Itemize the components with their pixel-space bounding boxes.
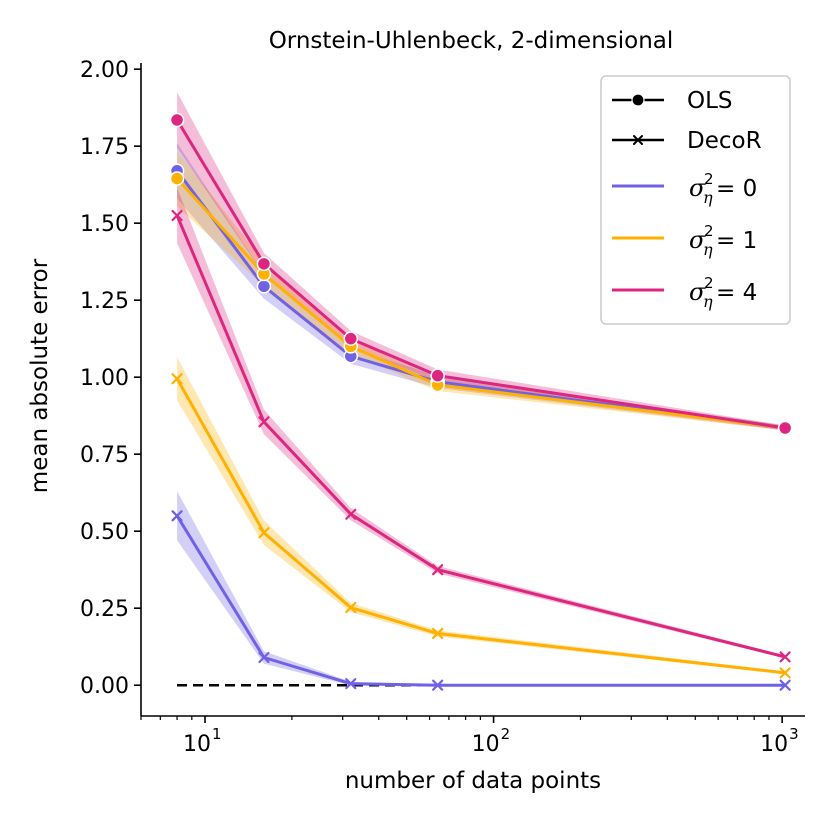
y-tick-label: 0.25 xyxy=(80,597,129,622)
point-series-4-2 xyxy=(345,601,357,614)
legend-sigma: σ xyxy=(689,174,706,202)
point-series-1-0 xyxy=(169,171,185,186)
point-series-2-1 xyxy=(256,256,272,272)
point-series-4-1 xyxy=(258,527,270,539)
point-series-3-3 xyxy=(432,679,444,691)
x-axis-title: number of data points xyxy=(345,768,601,794)
y-tick-label: 0.00 xyxy=(80,674,129,699)
series-markers xyxy=(169,112,793,691)
point-series-3-1 xyxy=(258,651,270,664)
legend-superscript: 2 xyxy=(704,170,714,188)
y-tick-label: 0.50 xyxy=(80,520,129,545)
x-tick-label: 10 3 xyxy=(760,725,799,757)
y-tick-label: 1.75 xyxy=(80,135,129,160)
point-series-2-3 xyxy=(430,368,445,383)
x-tick-label-exponent: 3 xyxy=(789,725,799,743)
point-series-2-2 xyxy=(343,331,359,346)
legend-item-3: σ2η = 1 xyxy=(612,222,757,259)
legend-label: DecoR xyxy=(687,128,762,154)
legend-value: = 1 xyxy=(716,228,757,254)
point-series-5-2 xyxy=(345,508,357,520)
point-series-3-0 xyxy=(171,510,183,522)
chart-title: Ornstein-Uhlenbeck, 2-dimensional xyxy=(269,28,674,54)
legend-value: = 4 xyxy=(716,280,757,306)
legend-subscript: η xyxy=(703,188,713,207)
y-axis-title: mean absolute error xyxy=(27,258,53,493)
legend-sigma: σ xyxy=(689,226,706,254)
legend-label: σ2η = 1 xyxy=(689,222,757,259)
x-tick-label: 10 2 xyxy=(472,725,511,757)
legend-superscript: 2 xyxy=(704,222,714,240)
y-tick-label: 1.00 xyxy=(80,366,129,391)
point-series-5-4 xyxy=(779,651,791,663)
legend-label: OLS xyxy=(687,88,733,114)
y-tick-label: 1.50 xyxy=(80,212,129,237)
legend-item-2: σ2η = 0 xyxy=(612,170,757,207)
x-tick-label-base: 10 xyxy=(472,732,500,757)
x-tick-label-base: 10 xyxy=(183,732,211,757)
y-tick-label: 1.25 xyxy=(80,289,129,314)
band-series-4 xyxy=(177,357,786,675)
legend-marker-circle xyxy=(631,93,645,107)
y-tick-label: 0.75 xyxy=(80,443,129,468)
legend-subscript: η xyxy=(703,240,713,259)
legend-label: σ2η = 0 xyxy=(689,170,757,207)
y-tick-label: 2.00 xyxy=(80,58,129,83)
point-series-5-3 xyxy=(432,564,444,576)
legend-sigma: σ xyxy=(689,278,706,306)
point-series-3-4 xyxy=(779,679,791,691)
point-series-2-4 xyxy=(777,420,793,436)
point-series-4-0 xyxy=(171,373,183,385)
legend-superscript: 2 xyxy=(704,274,714,292)
legend-item-0: OLS xyxy=(612,88,733,114)
point-series-5-0 xyxy=(171,209,183,222)
point-series-2-0 xyxy=(169,112,185,128)
x-tick-label-base: 10 xyxy=(760,732,788,757)
point-series-4-4 xyxy=(779,667,791,679)
point-series-0-1 xyxy=(256,279,272,294)
x-tick-label-exponent: 2 xyxy=(501,725,511,743)
legend-marker-x xyxy=(633,135,643,145)
legend-box xyxy=(600,75,791,325)
point-series-4-3 xyxy=(432,627,444,640)
legend-item-4: σ2η = 4 xyxy=(612,274,757,311)
legend-subscript: η xyxy=(703,292,713,311)
legend-item-1: DecoR xyxy=(612,128,762,154)
point-series-5-1 xyxy=(258,416,270,428)
x-tick-label-exponent: 1 xyxy=(212,725,222,743)
point-series-3-2 xyxy=(345,678,357,690)
legend-label: σ2η = 4 xyxy=(689,274,757,311)
legend-value: = 0 xyxy=(716,176,757,202)
x-tick-label: 10 1 xyxy=(183,725,222,757)
confidence-bands xyxy=(177,92,786,687)
